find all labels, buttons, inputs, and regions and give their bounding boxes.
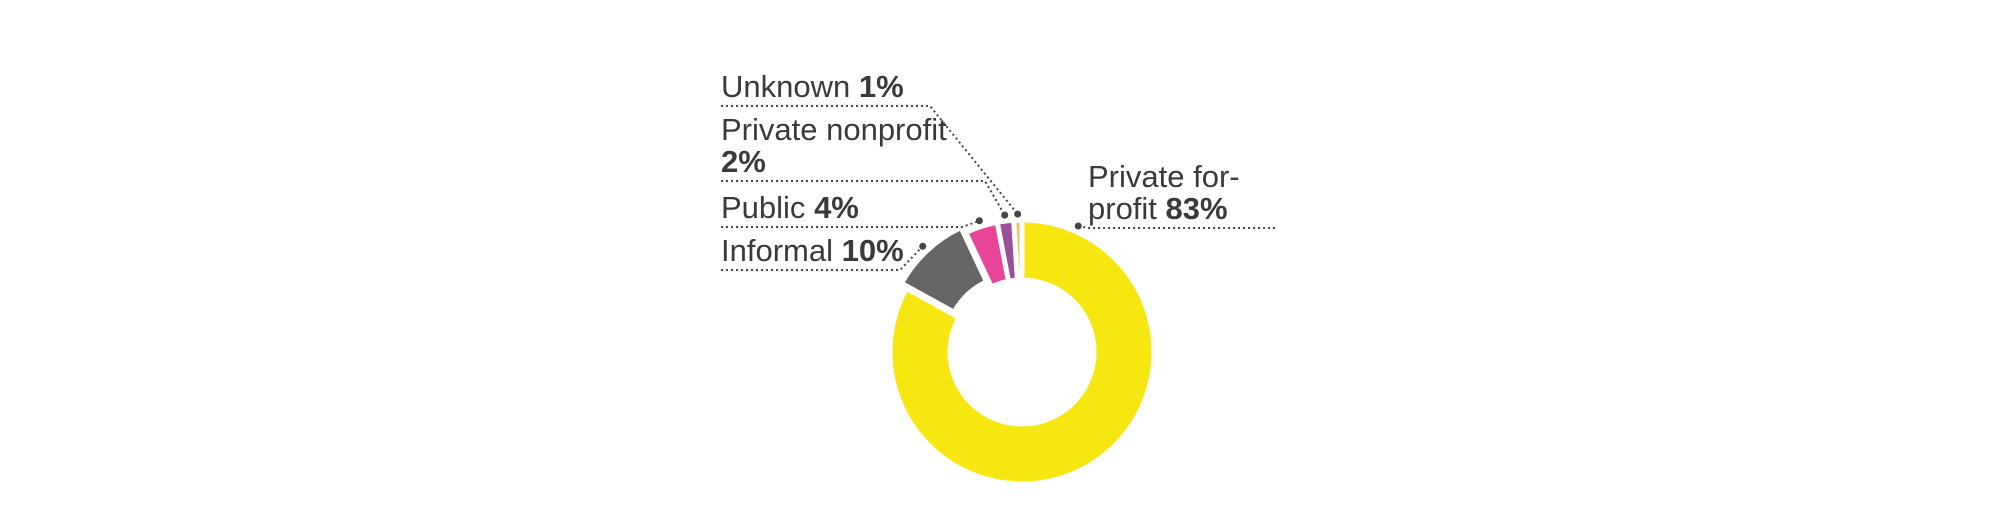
- leader-line: [721, 105, 1019, 215]
- leader-dot: [919, 242, 927, 250]
- category-name: Informal: [721, 233, 833, 268]
- leader-line: [1078, 225, 1275, 229]
- slice-label: Public 4%: [721, 192, 1041, 227]
- value-label: 4%: [814, 190, 859, 225]
- leader-dot: [1014, 210, 1022, 218]
- category-name: Unknown: [721, 69, 851, 104]
- leader-line: [721, 219, 980, 228]
- leader-line: [721, 180, 1006, 216]
- slice-label: Informal 10%: [721, 235, 1041, 270]
- leader-dot: [975, 217, 983, 225]
- category-name: Public: [721, 190, 806, 225]
- slice: [1011, 217, 1025, 283]
- slice-label: Private for-profit 83%: [1088, 161, 1288, 228]
- category-name: Private nonprofit: [721, 112, 947, 147]
- slice-label: Unknown 1%: [721, 71, 1041, 106]
- value-label: 1%: [858, 69, 904, 104]
- leader-line: [721, 245, 924, 271]
- value-label: 10%: [841, 233, 904, 268]
- leader-dot: [1001, 211, 1009, 219]
- slice-label: Private nonprofit 2%: [721, 114, 971, 181]
- leader-dot: [1074, 222, 1082, 230]
- value-label: 2%: [721, 144, 766, 179]
- slice: [887, 217, 1157, 487]
- value-label: 83%: [1165, 191, 1228, 226]
- category-name: Private for-profit: [1088, 159, 1240, 226]
